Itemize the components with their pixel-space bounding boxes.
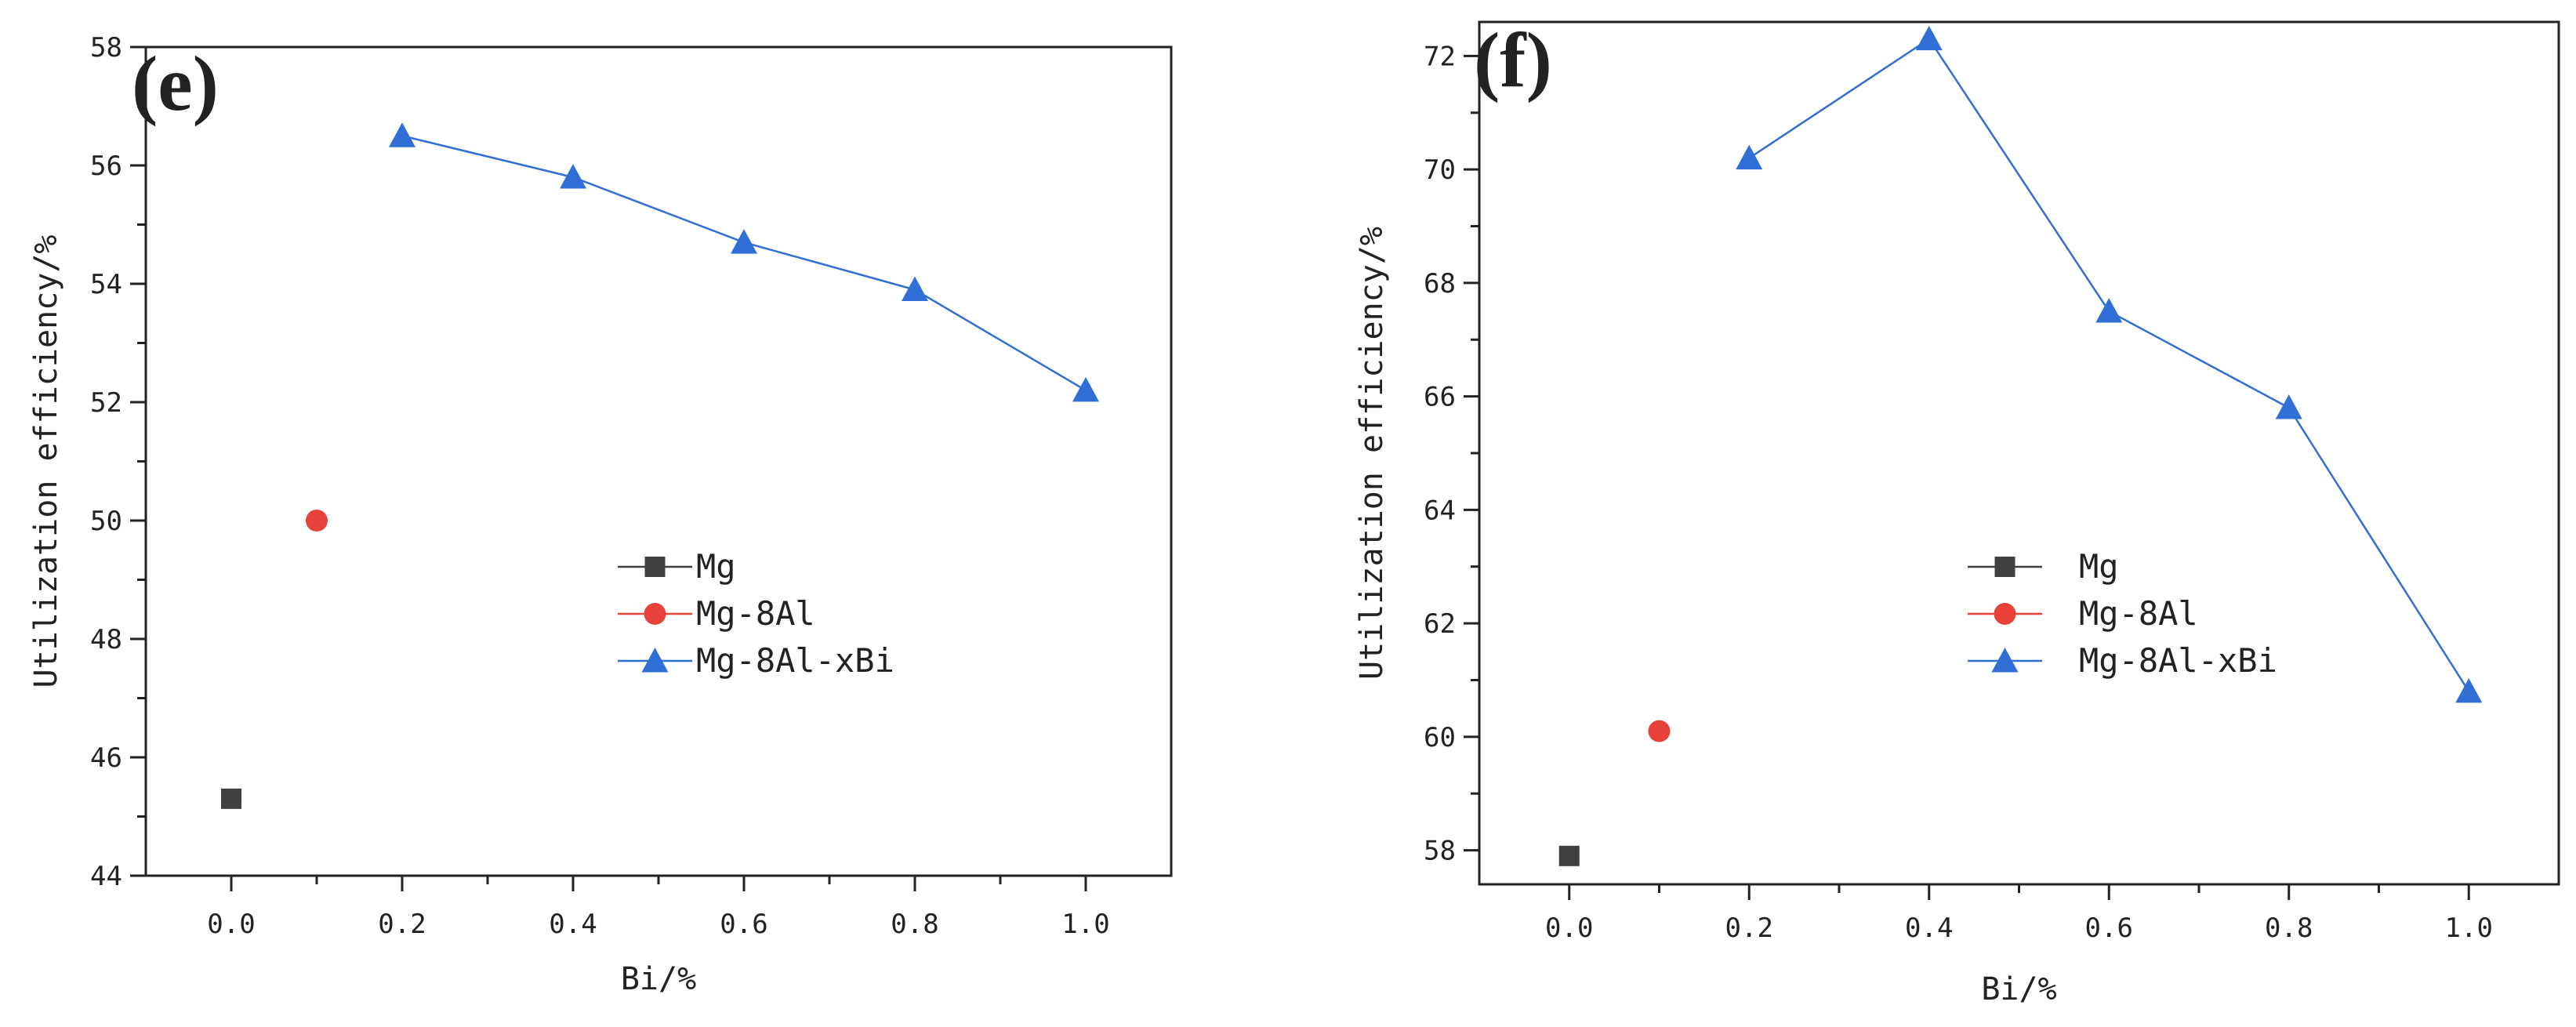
y-axis-label: Utilization efficiency/% (28, 235, 64, 688)
y-tick-label: 48 (90, 624, 122, 655)
data-point (1558, 845, 1580, 866)
data-point (2095, 298, 2123, 323)
y-tick-label: 50 (90, 506, 122, 537)
x-tick-label: 0.8 (891, 909, 938, 940)
legend-marker (644, 603, 666, 625)
legend-label: Mg-8Al-xBi (696, 641, 894, 680)
plot-frame (144, 45, 1173, 877)
x-tick-label: 0.0 (207, 909, 255, 940)
legend-label: Mg (2079, 547, 2119, 586)
chart-panel-0: 0.0 0.2 0.4 0.6 0.8 1.0 44 46 48 50 52 54 56 58 Bi/% Ut… (28, 32, 1173, 997)
legend-label: Mg-8Al (2079, 594, 2198, 633)
series-Mg-8Al-xBi (1736, 25, 2483, 703)
x-tick-label: 0.8 (2265, 913, 2313, 944)
data-point (902, 276, 928, 301)
data-point (1648, 720, 1671, 742)
x-tick-label: 0.6 (720, 909, 767, 940)
series-Mg (221, 788, 241, 809)
data-point (1072, 376, 1099, 402)
y-axis-label: Utilization efficiency/% (1354, 227, 1390, 680)
data-point (731, 229, 757, 254)
y-tick-label: 44 (90, 861, 122, 892)
series-Mg-8Al (1648, 720, 1671, 742)
x-axis-label: Bi/% (621, 961, 696, 997)
plot-frame (1478, 20, 2560, 886)
x-tick-label: 0.0 (1545, 913, 1593, 944)
x-tick-label: 1.0 (2445, 913, 2493, 944)
legend-marker (1994, 557, 2015, 577)
y-tick-label: 68 (1424, 268, 1456, 299)
legend: Mg Mg-8Al Mg-8Al-xBi (618, 547, 894, 680)
legend-marker (644, 557, 666, 577)
panel-label: (e) (132, 40, 219, 127)
data-point (389, 122, 415, 147)
y-tick-label: 54 (90, 269, 122, 300)
y-tick-label: 52 (90, 387, 122, 419)
data-point (2455, 677, 2483, 703)
data-point (1915, 25, 1943, 51)
data-point (560, 164, 586, 189)
data-point (306, 510, 328, 532)
data-point (221, 788, 241, 809)
series-Mg-8Al-xBi (389, 122, 1099, 402)
series-line (401, 135, 1087, 391)
legend-marker (641, 648, 669, 673)
x-tick-label: 0.6 (2085, 913, 2133, 944)
y-tick-label: 58 (1424, 836, 1456, 867)
panel-label: (f) (1474, 16, 1552, 103)
y-tick-label: 60 (1424, 722, 1456, 753)
y-tick-label: 72 (1424, 41, 1456, 72)
y-tick-label: 56 (90, 151, 122, 182)
y-tick-label: 58 (90, 32, 122, 64)
data-point (1736, 144, 1763, 170)
series-Mg (1558, 845, 1580, 866)
legend-label: Mg-8Al-xBi (2079, 641, 2277, 680)
y-tick-label: 66 (1424, 382, 1456, 413)
legend-label: Mg (696, 547, 736, 586)
x-tick-label: 0.4 (1905, 913, 1953, 944)
x-axis-label: Bi/% (1981, 971, 2056, 1007)
legend-label: Mg-8Al (696, 594, 815, 633)
y-tick-label: 70 (1424, 154, 1456, 186)
x-tick-label: 0.2 (378, 909, 426, 940)
y-tick-label: 62 (1424, 608, 1456, 640)
data-point (2275, 394, 2302, 419)
y-tick-label: 46 (90, 742, 122, 774)
series-Mg-8Al (306, 510, 328, 532)
chart-panel-1: 0.0 0.2 0.4 0.6 0.8 1.0 58 60 62 64 66 68 70 72 Bi/% Ut… (1354, 16, 2560, 1007)
legend-marker (1991, 648, 2019, 673)
y-tick-label: 64 (1424, 495, 1456, 526)
x-tick-label: 0.2 (1725, 913, 1773, 944)
legend-marker (1994, 603, 2016, 625)
x-tick-label: 0.4 (549, 909, 597, 940)
x-tick-label: 1.0 (1061, 909, 1109, 940)
legend: Mg Mg-8Al Mg-8Al-xBi (1968, 547, 2277, 680)
